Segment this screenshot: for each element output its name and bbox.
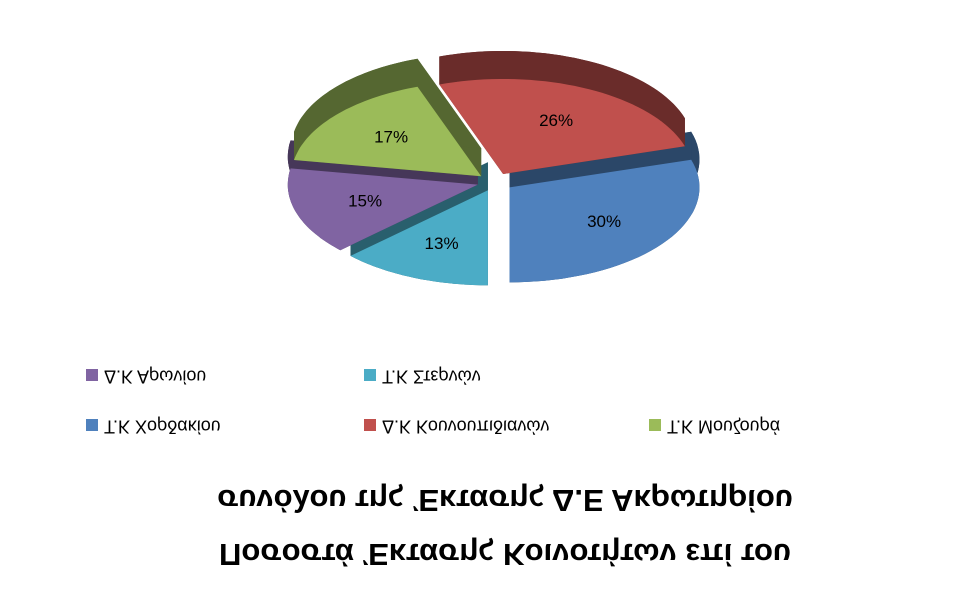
legend-swatch [649, 419, 661, 431]
data-label: 30% [587, 212, 621, 231]
data-label: 26% [539, 111, 573, 130]
pie-slice [287, 168, 478, 251]
pie-slice [294, 86, 482, 177]
data-label: 15% [348, 191, 382, 210]
legend-swatch [364, 369, 376, 381]
chart-title: συνόλου της Έκτασης Δ.Ε Ακρωτηρίου [217, 483, 793, 518]
legend-swatch [364, 419, 376, 431]
legend-swatch [86, 369, 98, 381]
legend-label: Δ.Κ Αρωνίου [104, 366, 206, 386]
legend-label: Τ.Κ Στερνών [382, 366, 481, 386]
data-label: 17% [374, 128, 408, 147]
slice-side [439, 51, 685, 147]
legend-label: Δ.Κ Κουνουπιδιανών [382, 416, 549, 436]
chart-title: Ποσοστά Έκτασης Κοινοτήτων επί του [219, 537, 791, 572]
pie-slice [439, 79, 685, 174]
legend-label: Τ.Κ Χορδακίου [104, 416, 221, 436]
legend-swatch [86, 419, 98, 431]
slice-side [294, 58, 418, 160]
data-label: 13% [425, 234, 459, 253]
legend-label: Τ.Κ Μουζουρά [667, 416, 780, 436]
pie-slice [350, 190, 488, 286]
pie-slice [509, 159, 700, 283]
